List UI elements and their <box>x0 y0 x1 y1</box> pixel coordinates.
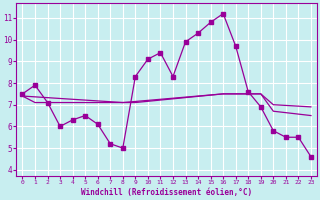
X-axis label: Windchill (Refroidissement éolien,°C): Windchill (Refroidissement éolien,°C) <box>81 188 252 197</box>
